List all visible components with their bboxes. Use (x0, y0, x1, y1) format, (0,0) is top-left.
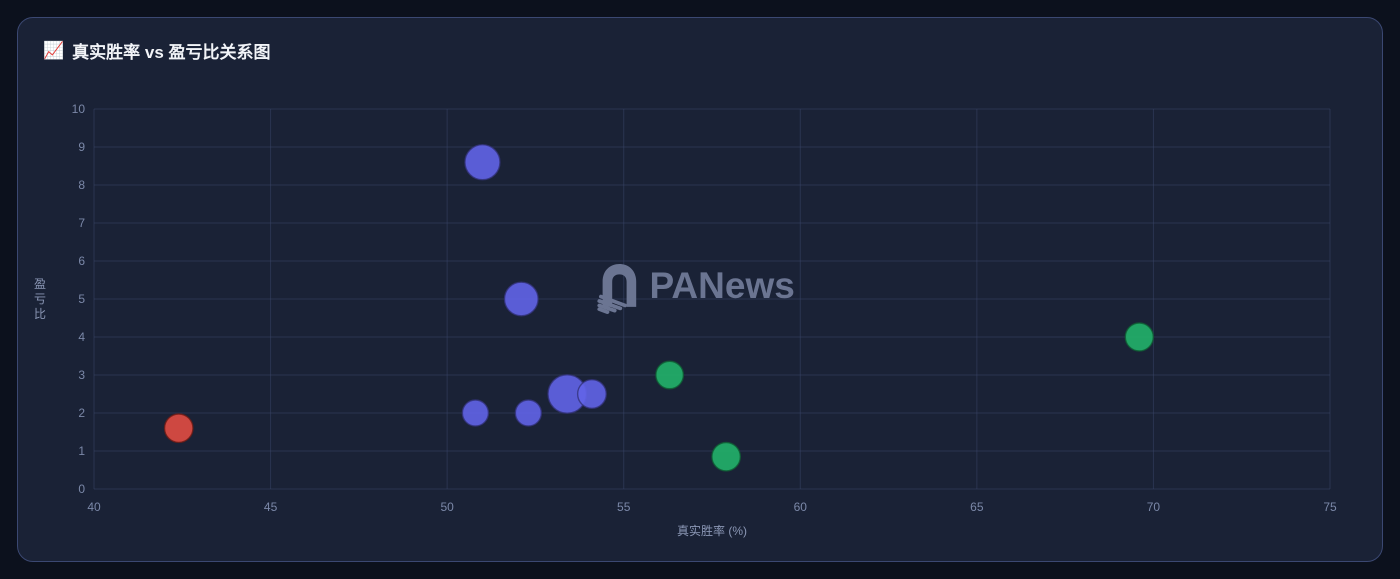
svg-text:PANews: PANews (650, 265, 795, 306)
svg-text:60: 60 (794, 500, 808, 514)
svg-text:4: 4 (78, 330, 85, 344)
svg-text:5: 5 (78, 292, 85, 306)
svg-text:45: 45 (264, 500, 278, 514)
svg-text:75: 75 (1323, 500, 1337, 514)
svg-text:6: 6 (78, 254, 85, 268)
svg-text:70: 70 (1147, 500, 1161, 514)
svg-text:比: 比 (34, 307, 46, 321)
svg-text:盈: 盈 (34, 277, 46, 291)
svg-text:真实胜率 (%): 真实胜率 (%) (677, 523, 747, 538)
svg-text:1: 1 (78, 444, 85, 458)
svg-text:7: 7 (78, 216, 85, 230)
svg-text:50: 50 (440, 500, 454, 514)
svg-text:40: 40 (87, 500, 101, 514)
svg-text:9: 9 (78, 140, 85, 154)
svg-text:8: 8 (78, 178, 85, 192)
svg-text:0: 0 (78, 482, 85, 496)
svg-text:亏: 亏 (34, 292, 46, 306)
svg-text:65: 65 (970, 500, 984, 514)
svg-text:55: 55 (617, 500, 631, 514)
svg-text:10: 10 (72, 102, 86, 116)
svg-text:2: 2 (78, 406, 85, 420)
svg-text:3: 3 (78, 368, 85, 382)
